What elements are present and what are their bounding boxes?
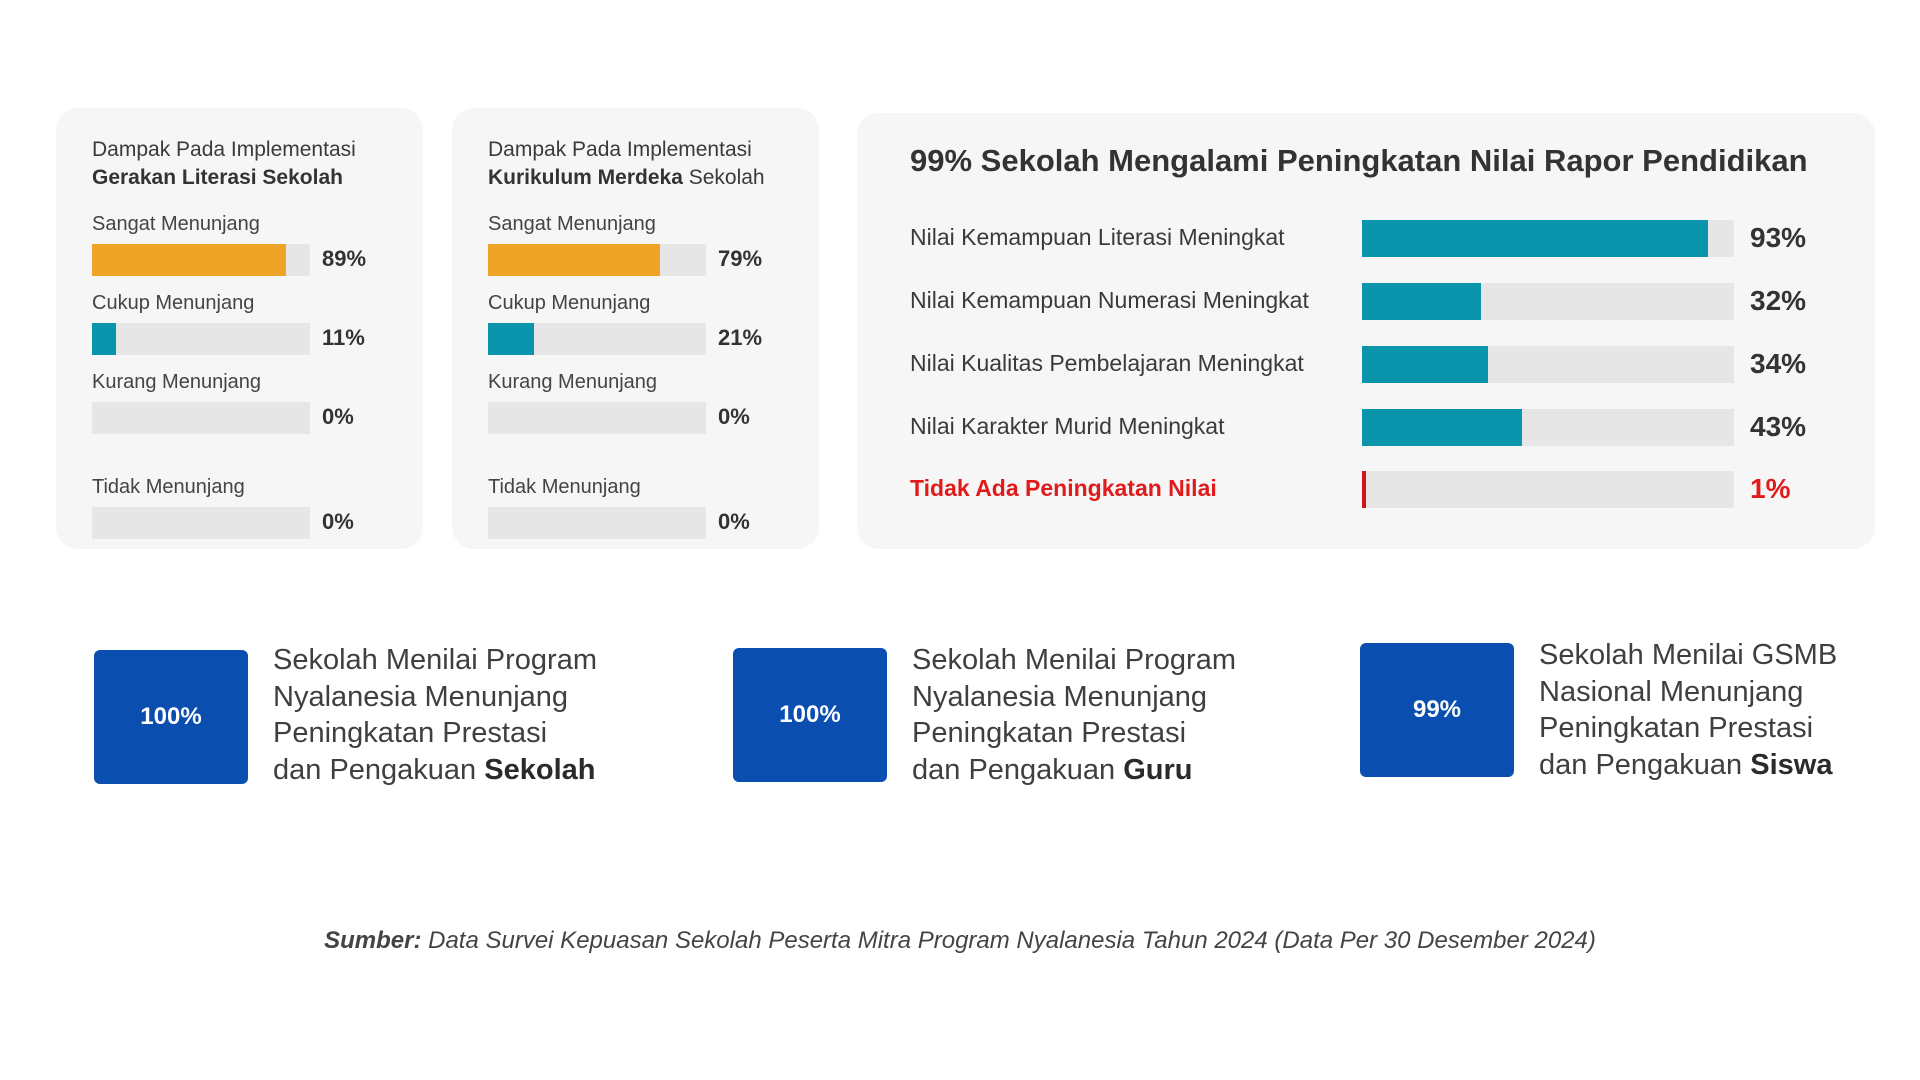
bar-fill — [1362, 220, 1708, 257]
bar-fill — [1362, 471, 1366, 508]
rapor-bar-row: Nilai Kemampuan Numerasi Meningkat 32% — [857, 283, 1875, 321]
bar-track — [488, 244, 706, 276]
stat-text-bold: Siswa — [1750, 748, 1833, 781]
stat-value-box: 100% — [733, 648, 887, 782]
literasi-title-line1: Dampak Pada Implementasi — [92, 138, 356, 161]
bar-value-label: 11% — [322, 325, 365, 350]
bar-track — [488, 507, 706, 539]
kurikulum-title-plain: Sekolah — [682, 166, 765, 189]
rapor-category-label: Nilai Karakter Murid Meningkat — [910, 413, 1225, 439]
rapor-title: 99% Sekolah Mengalami Peningkatan Nilai … — [910, 143, 1808, 178]
bar-fill — [1362, 409, 1522, 446]
bar-track — [92, 402, 310, 434]
bar-track — [488, 323, 706, 355]
bar-value-label: 89% — [322, 246, 367, 271]
stat-text-bold: Guru — [1123, 753, 1193, 786]
source-text: Data Survei Kepuasan Sekolah Peserta Mit… — [421, 927, 1596, 954]
rapor-panel: 99% Sekolah Mengalami Peningkatan Nilai … — [857, 113, 1875, 549]
bar-fill — [488, 323, 534, 355]
bar-track — [1362, 283, 1734, 320]
bar-category-label: Tidak Menunjang — [488, 476, 641, 498]
bar-track — [92, 507, 310, 539]
stat-text-bold: Sekolah — [484, 753, 596, 786]
bar-value-label: 0% — [718, 509, 750, 534]
bar-category-label: Tidak Menunjang — [92, 476, 245, 498]
stat-text: Sekolah Menilai Program Nyalanesia Menun… — [912, 642, 1236, 788]
bar-track — [1362, 471, 1734, 508]
rapor-value-label: 1% — [1750, 473, 1791, 504]
bar-track — [1362, 346, 1734, 383]
stat-text-line: dan Pengakuan — [1539, 748, 1751, 781]
kurikulum-panel: Dampak Pada Implementasi Kurikulum Merde… — [452, 108, 819, 549]
rapor-category-label: Nilai Kemampuan Numerasi Meningkat — [910, 287, 1309, 313]
stat-text: Sekolah Menilai Program Nyalanesia Menun… — [273, 642, 597, 788]
literasi-panel: Dampak Pada Implementasi Gerakan Literas… — [56, 108, 423, 549]
kurikulum-panel-title: Dampak Pada Implementasi Kurikulum Merde… — [488, 136, 765, 192]
stat-text-line: Nyalanesia Menunjang — [912, 680, 1208, 713]
bar-category-label: Kurang Menunjang — [488, 371, 658, 393]
source-label: Sumber: — [324, 927, 422, 954]
bar-value-label: 79% — [718, 246, 763, 271]
bar-category-label: Cukup Menunjang — [488, 292, 651, 314]
literasi-panel-title: Dampak Pada Implementasi Gerakan Literas… — [92, 136, 356, 192]
bar-category-label: Sangat Menunjang — [488, 213, 656, 235]
bar-value-label: 0% — [718, 404, 750, 429]
stat-text-line: Peningkatan Prestasi — [912, 717, 1187, 749]
rapor-category-label: Tidak Ada Peningkatan Nilai — [910, 475, 1217, 501]
stat-value-box: 99% — [1360, 643, 1514, 777]
literasi-title-bold: Gerakan Literasi Sekolah — [92, 166, 343, 189]
bar-category-label: Sangat Menunjang — [92, 213, 260, 235]
stat-text-line: Sekolah Menilai GSMB — [1539, 639, 1838, 671]
bar-value-label: 0% — [322, 509, 354, 534]
bar-track — [92, 244, 310, 276]
source-note: Sumber: Data Survei Kepuasan Sekolah Pes… — [0, 927, 1920, 955]
kurikulum-title-line1: Dampak Pada Implementasi — [488, 138, 752, 161]
bar-fill — [488, 244, 661, 276]
rapor-value-label: 32% — [1750, 285, 1807, 316]
bar-track — [1362, 220, 1734, 257]
bar-fill — [1362, 346, 1489, 383]
rapor-bar-row: Nilai Karakter Murid Meningkat 43% — [857, 409, 1875, 447]
rapor-bar-row: Tidak Ada Peningkatan Nilai 1% — [857, 471, 1875, 509]
rapor-bar-row: Nilai Kualitas Pembelajaran Meningkat 34% — [857, 346, 1875, 384]
stat-text-line: Peningkatan Prestasi — [273, 717, 548, 749]
rapor-category-label: Nilai Kemampuan Literasi Meningkat — [910, 224, 1285, 250]
stat-text-line: Peningkatan Prestasi — [1539, 712, 1814, 744]
stat-text-line: Nyalanesia Menunjang — [273, 680, 569, 713]
stat-text-line: Sekolah Menilai Program — [273, 644, 597, 676]
bar-fill — [1362, 283, 1482, 320]
bar-fill — [92, 244, 287, 276]
stat-text-line: dan Pengakuan — [273, 753, 485, 786]
stat-text: Sekolah Menilai GSMB Nasional Menunjang … — [1539, 637, 1837, 783]
stat-value-box: 100% — [94, 650, 248, 784]
stat-text-line: Sekolah Menilai Program — [912, 644, 1236, 676]
bar-track — [92, 323, 310, 355]
bar-track — [1362, 409, 1734, 446]
rapor-value-label: 43% — [1750, 411, 1807, 442]
bar-category-label: Kurang Menunjang — [92, 371, 262, 393]
bar-value-label: 0% — [322, 404, 354, 429]
kurikulum-title-bold: Kurikulum Merdeka — [488, 166, 683, 189]
bar-value-label: 21% — [718, 325, 763, 350]
rapor-bar-row: Nilai Kemampuan Literasi Meningkat 93% — [857, 220, 1875, 258]
rapor-value-label: 34% — [1750, 348, 1807, 379]
bar-category-label: Cukup Menunjang — [92, 292, 255, 314]
rapor-value-label: 93% — [1750, 222, 1807, 253]
bar-track — [488, 402, 706, 434]
stat-text-line: Nasional Menunjang — [1539, 675, 1804, 708]
rapor-category-label: Nilai Kualitas Pembelajaran Meningkat — [910, 350, 1304, 376]
bar-fill — [92, 323, 116, 355]
stat-text-line: dan Pengakuan — [912, 753, 1124, 786]
